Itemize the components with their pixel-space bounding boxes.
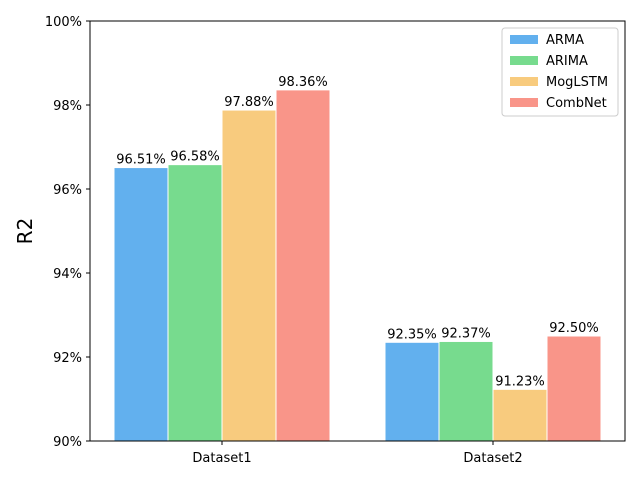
data-labels-group: 96.51% 92.35% 96.58% 92.37% 97.88% 91.23% 98.3… [116,75,599,389]
bar-combnet-dataset2 [546,335,602,442]
bars-group [113,89,602,442]
legend: ARMA ARIMA MogLSTM CombNet [501,27,619,117]
y-tick-label: 96% [53,183,82,198]
legend-swatch-moglstm [510,77,538,86]
data-label-arma-dataset2: 92.35% [387,327,437,342]
data-label-arima-dataset1: 96.58% [170,150,220,165]
y-axis: 90% 92% 94% 96% 98% 100% [45,15,90,450]
x-axis: Dataset1 Dataset2 [192,441,523,466]
plot-frame [89,20,626,442]
legend-swatch-arima [510,56,538,65]
bar-combnet-dataset1 [275,89,331,442]
legend-box [501,27,619,117]
legend-label-moglstm: MogLSTM [546,75,608,90]
data-label-arma-dataset1: 96.51% [116,153,166,168]
data-label-arima-dataset2: 92.37% [441,326,491,341]
y-tick-label: 100% [45,15,82,30]
y-axis-title: R2 [13,218,37,245]
legend-label-arma: ARMA [546,33,584,48]
bar-moglstm-dataset1 [221,109,277,442]
y-tick-label: 90% [53,435,82,450]
bar-moglstm-dataset2 [492,388,548,442]
legend-swatch-combnet [510,98,538,107]
bar-arma-dataset1 [113,167,169,442]
x-tick-label: Dataset2 [463,451,522,466]
y-tick-label: 92% [53,351,82,366]
y-tick-label: 94% [53,267,82,282]
bar-arima-dataset2 [438,340,494,442]
y-tick-label: 98% [53,99,82,114]
legend-swatch-arma [510,35,538,44]
data-label-combnet-dataset2: 92.50% [549,321,599,336]
data-label-moglstm-dataset1: 97.88% [224,95,274,110]
bar-arima-dataset1 [167,164,223,442]
legend-label-arima: ARIMA [546,54,588,69]
legend-label-combnet: CombNet [546,96,607,111]
bar-arma-dataset2 [384,341,440,442]
x-tick-label: Dataset1 [192,451,251,466]
data-label-moglstm-dataset2: 91.23% [495,374,545,389]
data-label-combnet-dataset1: 98.36% [278,75,328,90]
